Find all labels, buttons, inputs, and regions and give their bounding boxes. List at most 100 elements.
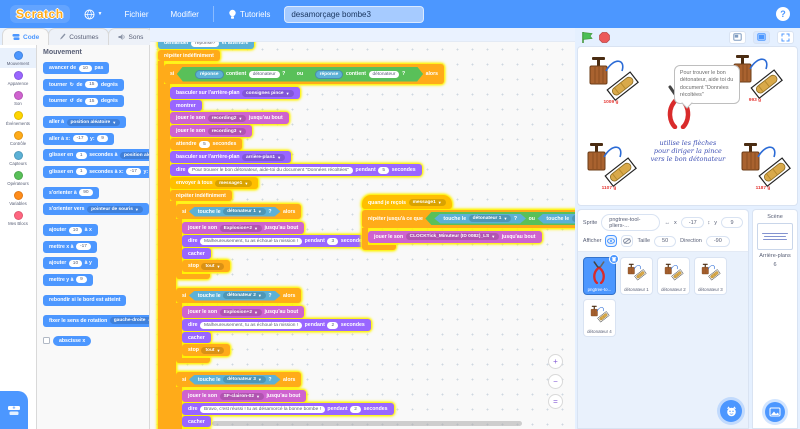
checkbox[interactable] [43,337,50,344]
script-block[interactable]: dire Malheureusement, tu as échoué ta mis… [182,235,371,247]
block-head[interactable]: demander réponse? et attendre [158,42,255,49]
block-head[interactable]: si réponse contient détonateur? ou réponse con… [164,64,445,84]
condition-hex[interactable]: touche le détonateur 1 ▼? [434,214,526,224]
block-input[interactable]: Malheureusement, tu as échoué ta mission… [200,321,303,329]
block-input[interactable]: -17 [76,243,91,250]
sprite-y-input[interactable]: 9 [721,217,743,228]
small-stage-button[interactable] [729,30,746,44]
backdrop-thumbnail[interactable] [757,223,793,250]
sprite-detonateur-3[interactable]: 1107 g [580,143,638,191]
sprite-thumbnail-d-tonateur-3[interactable]: détonateur 3 [693,257,727,295]
sidebar-item-apparence[interactable]: Apparence [0,68,36,88]
sprite-detonateur-4[interactable]: 1187 g [734,143,792,191]
block-dropdown[interactable]: gauche-droite▼ [109,317,149,324]
block-input[interactable]: 10 [78,64,92,72]
block-input[interactable]: 1 [75,151,87,159]
condition-hex[interactable]: touche le détonateur 1 ▼? [189,207,281,217]
script-block[interactable]: dire Malheureusement, tu as échoué ta mis… [182,319,371,331]
block-input[interactable]: 10 [68,259,83,267]
green-flag-button[interactable] [581,31,594,44]
script-block[interactable]: demander réponse? et attendre [158,42,255,49]
block-head[interactable]: jouer le son CLOCKTick_Minuteur (ID 0082)… [368,230,542,243]
block-variable[interactable]: réponse [315,70,344,79]
code-canvas[interactable]: demander réponse? et attendre répéter indéf… [150,28,575,429]
condition-hex[interactable]: réponse contient détonateur? ou réponse conti… [177,67,423,82]
block-input[interactable]: 15 [85,97,99,105]
script-block[interactable]: répéter indéfiniment si touche le détonateu… [170,190,394,429]
sprite-thumbnail-pngtree-to---[interactable]: pngtree-to... [582,254,619,295]
sprite-name-input[interactable]: pngtree-tool-pliers-... [601,214,661,231]
script-block[interactable]: répéter indéfiniment si réponse contient dét… [158,50,445,429]
palette-block[interactable]: ajouter 10 à x [43,224,149,236]
palette-block[interactable]: aller à position aléatoire ▼ [43,116,149,128]
large-stage-button[interactable] [753,30,770,44]
block-head[interactable]: quand je reçois message1 ▼ [362,195,452,209]
script-block[interactable]: cacher [182,416,211,427]
block-head[interactable]: stop tout ▼ [182,344,231,356]
sidebar-item-mouvement[interactable]: Mouvement [0,48,36,68]
script-block[interactable]: attendre 5 secondes [170,138,243,150]
hide-sprite-button[interactable] [621,235,634,247]
scratch-logo[interactable]: Scratch [10,5,70,23]
block-head[interactable]: attendre 5 secondes [170,138,243,150]
block-head[interactable]: jouer le son Explosion+2 ▼ jusqu'au bout [182,306,305,318]
script-block[interactable]: basculer sur l'arrière-plan arrière-plan1… [170,151,292,163]
block-dropdown[interactable]: consignes pince ▼ [242,89,294,97]
script-block[interactable]: stop tout ▼ [182,260,231,272]
script-block[interactable]: jouer le son SF-clairon-02 ▼ jusqu'au bout [182,390,307,402]
condition-hex[interactable]: réponse contient détonateur? [186,68,294,80]
language-menu[interactable]: ▼ [76,5,111,24]
script-block[interactable]: basculer sur l'arrière-plan consignes pin… [170,87,300,99]
block-input[interactable]: réponse? [191,42,220,47]
block-head[interactable]: si touche le détonateur 3 ▼? alors [176,372,302,387]
block-head[interactable]: si touche le détonateur 1 ▼? alors [176,204,302,219]
block-head[interactable]: jouer le son Explosion+2 ▼ jusqu'au bout [182,222,305,234]
script-block[interactable]: jouer le son recording3 ▼ [170,125,253,137]
block-input[interactable]: détonateur [249,71,280,78]
sidebar-item-variables[interactable]: Variables [0,188,36,208]
zoom-reset-button[interactable]: = [547,394,563,409]
palette-block[interactable]: tourner ↻ de 15 degrés [43,78,149,91]
sidebar-item-capteurs[interactable]: Capteurs [0,148,36,168]
script-block[interactable]: jouer le son Explosion+2 ▼ jusqu'au bout [182,222,305,234]
script-block[interactable]: si touche le détonateur 3 ▼? alors jouer le s… [176,372,394,429]
block-head[interactable]: basculer sur l'arrière-plan consignes pin… [170,87,300,99]
palette-block[interactable]: avancer de 10 pas [43,62,149,74]
block-head[interactable]: tourner ↺ de 15 degrés [43,95,124,107]
sprite-thumbnail-d-tonateur-4[interactable]: détonateur 4 [582,299,616,337]
sidebar-item-mesblocs[interactable]: Mes Blocs [0,208,36,228]
add-backdrop-button[interactable] [765,402,785,422]
block-dropdown[interactable]: détonateur 1 ▼ [469,215,512,222]
block-input[interactable]: 15 [85,81,99,88]
project-name-input[interactable] [284,5,425,23]
sprite-thumbnail-d-tonateur-1[interactable]: détonateur 1 [619,257,653,295]
script-block[interactable]: dire Pour trouver le bon détonateur, aide… [170,164,422,176]
condition-hex[interactable]: touche le détonateur 3 ▼? [189,375,281,385]
menu-edit[interactable]: Modifier [170,9,199,19]
add-sprite-button[interactable] [720,400,742,422]
fullscreen-button[interactable] [777,30,794,44]
block-dropdown[interactable]: arrière-plan1 ▼ [242,153,286,161]
horizontal-scrollbar[interactable] [212,421,522,426]
delete-sprite-badge[interactable] [608,254,619,264]
block-dropdown[interactable]: Explosion+2 ▼ [219,308,262,316]
sidebar-item-son[interactable]: Son [0,88,36,108]
palette-reporter[interactable]: abscisse x [53,335,92,346]
block-dropdown[interactable]: CLOCKTick_Minuteur (ID 0082)_LS ▼ [405,233,500,240]
script-block[interactable]: si touche le détonateur 2 ▼? alors jouer le s… [176,288,371,363]
block-head[interactable]: stop tout ▼ [182,260,231,272]
block-dropdown[interactable]: détonateur 1 ▼ [223,208,266,215]
block-head[interactable]: basculer sur l'arrière-plan arrière-plan1… [170,151,292,163]
zoom-in-button[interactable]: + [547,354,563,369]
sprite-size-input[interactable]: 50 [654,235,677,247]
block-dropdown[interactable]: recording2 ▼ [207,114,247,122]
block-input[interactable]: 5 [378,166,390,174]
block-head[interactable]: répéter indéfiniment [158,50,220,61]
block-head[interactable]: s'orienter vers pointeur de souris ▼ [43,203,149,215]
palette-block[interactable]: tourner ↺ de 15 degrés [43,95,149,107]
